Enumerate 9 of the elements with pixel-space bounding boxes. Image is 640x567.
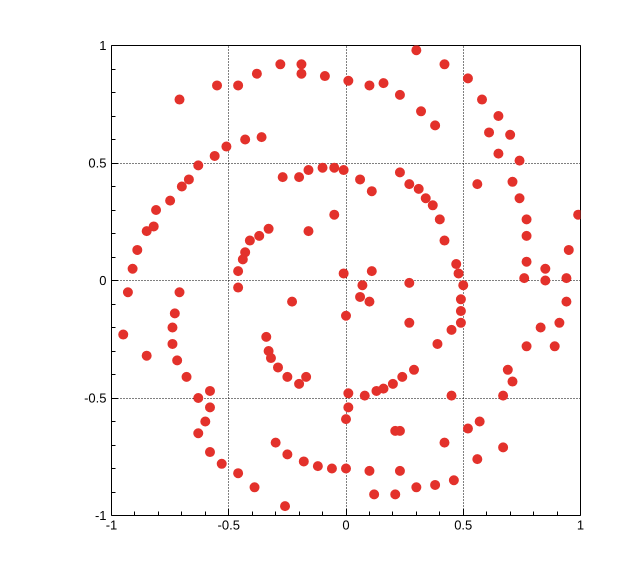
y-tick-label: 0 <box>99 273 107 288</box>
y-tick-label: -0.5 <box>84 390 107 406</box>
x-tick-label: 0.5 <box>454 518 472 532</box>
y-tick-label: 0.5 <box>88 156 107 170</box>
y-tick-label: 1 <box>99 38 107 53</box>
x-tick-label: 0 <box>342 518 350 532</box>
y-tick-label: -1 <box>94 508 107 523</box>
x-tick-label: -0.5 <box>218 518 240 532</box>
x-tick-label: 1 <box>576 518 584 532</box>
